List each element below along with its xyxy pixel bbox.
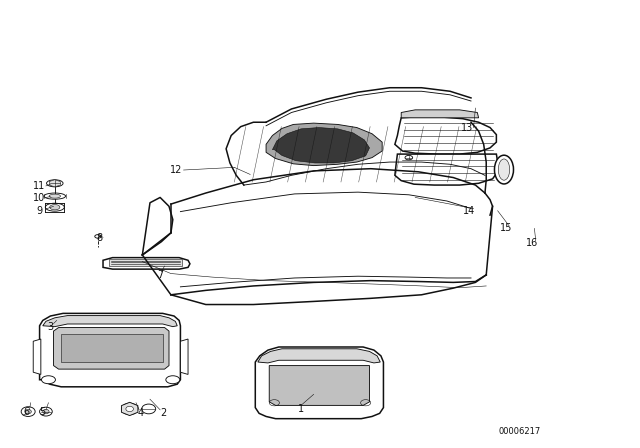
Ellipse shape — [45, 203, 64, 211]
Text: 15: 15 — [500, 223, 512, 233]
Ellipse shape — [47, 180, 63, 187]
Polygon shape — [395, 154, 498, 185]
Text: 8: 8 — [96, 233, 102, 243]
Polygon shape — [273, 128, 369, 163]
Polygon shape — [401, 110, 479, 118]
Ellipse shape — [25, 409, 31, 414]
Ellipse shape — [49, 194, 61, 198]
Ellipse shape — [126, 406, 134, 412]
Ellipse shape — [405, 155, 413, 160]
Ellipse shape — [21, 407, 35, 417]
Ellipse shape — [166, 376, 180, 384]
Polygon shape — [33, 339, 41, 375]
Polygon shape — [255, 347, 383, 419]
Ellipse shape — [122, 403, 138, 415]
Text: 14: 14 — [463, 206, 476, 216]
Polygon shape — [269, 366, 369, 405]
Polygon shape — [395, 117, 497, 154]
Text: 16: 16 — [527, 237, 539, 248]
Polygon shape — [266, 123, 382, 166]
Text: 11: 11 — [33, 181, 45, 191]
Polygon shape — [103, 258, 190, 269]
Text: 9: 9 — [36, 206, 43, 216]
Ellipse shape — [495, 155, 513, 184]
Ellipse shape — [44, 193, 65, 199]
Text: 4: 4 — [138, 409, 144, 418]
Text: 12: 12 — [170, 165, 182, 175]
Polygon shape — [49, 180, 60, 187]
Ellipse shape — [43, 409, 49, 414]
Polygon shape — [109, 259, 182, 266]
Text: 5: 5 — [40, 407, 46, 417]
Polygon shape — [54, 327, 169, 369]
Polygon shape — [40, 313, 180, 387]
Text: 3: 3 — [47, 322, 53, 332]
Text: 1: 1 — [298, 404, 304, 414]
Ellipse shape — [42, 376, 56, 384]
Text: 10: 10 — [33, 194, 45, 203]
Polygon shape — [43, 315, 177, 327]
Ellipse shape — [499, 159, 509, 180]
Text: 6: 6 — [24, 407, 30, 417]
Ellipse shape — [95, 235, 101, 238]
Ellipse shape — [40, 407, 52, 416]
Text: 00006217: 00006217 — [499, 426, 541, 435]
Text: 13: 13 — [461, 123, 474, 133]
Polygon shape — [122, 402, 138, 416]
Ellipse shape — [141, 404, 156, 414]
Polygon shape — [258, 349, 380, 363]
Text: 7: 7 — [157, 270, 163, 280]
Polygon shape — [61, 334, 163, 362]
Text: 2: 2 — [160, 409, 166, 418]
Polygon shape — [180, 339, 188, 375]
Ellipse shape — [50, 205, 60, 210]
